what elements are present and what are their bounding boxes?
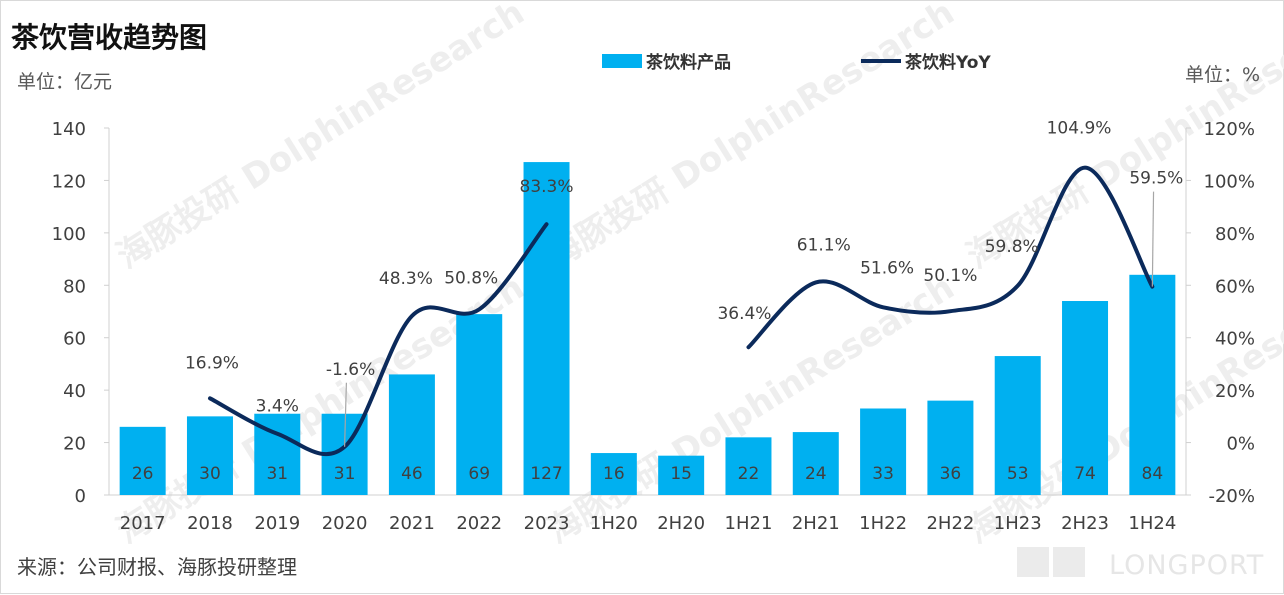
- yoy-value-label: 104.9%: [1047, 119, 1112, 139]
- legend-line-label: 茶饮料YoY: [905, 52, 991, 73]
- bar-value-label: 46: [401, 464, 423, 484]
- yoy-value-label: 36.4%: [717, 304, 771, 324]
- x-tick-label: 2018: [187, 513, 233, 534]
- source-note: 来源：公司财报、海豚投研整理: [17, 555, 297, 579]
- left-tick-label: 60: [63, 329, 86, 350]
- yoy-value-label: -1.6%: [326, 360, 375, 380]
- brand-logo-mark-right: [1053, 547, 1085, 577]
- yoy-value-label: 61.1%: [797, 235, 851, 255]
- left-tick-label: 40: [63, 381, 86, 402]
- x-tick-label: 1H22: [859, 513, 907, 534]
- brand-logo-text: LONGPORT: [1109, 550, 1264, 581]
- right-tick-label: 80%: [1215, 224, 1255, 245]
- brand-logo: LONGPORT: [1017, 547, 1264, 581]
- right-tick-label: 0%: [1226, 434, 1255, 455]
- left-tick-label: 140: [52, 119, 86, 140]
- yoy-label-leader: [1151, 191, 1155, 287]
- x-tick-label: 2H22: [926, 513, 974, 534]
- left-tick-label: 100: [52, 224, 86, 245]
- right-tick-label: 20%: [1215, 381, 1255, 402]
- legend-bar-swatch: [602, 54, 642, 68]
- yoy-line-series: 16.9% 3.4% -1.6% 48.3% 50.8% 83.3% 36.4% 61.1% 5…: [185, 119, 1183, 457]
- bar: [1129, 274, 1176, 495]
- bar-value-label: 84: [1142, 464, 1164, 484]
- x-tick-label: 2H20: [657, 513, 705, 534]
- bar-value-label: 30: [199, 464, 221, 484]
- bar: [927, 400, 974, 495]
- bar: [119, 426, 166, 495]
- bar-value-label: 74: [1074, 464, 1096, 484]
- yoy-value-label: 59.8%: [985, 237, 1039, 257]
- bar-value-label: 127: [530, 464, 562, 484]
- yoy-value-label: 16.9%: [185, 353, 239, 373]
- x-tick-label: 2019: [254, 513, 300, 534]
- left-tick-label: 120: [52, 171, 86, 192]
- bar-value-label: 53: [1007, 464, 1029, 484]
- yoy-line: [208, 222, 549, 457]
- bar-value-label: 69: [468, 464, 490, 484]
- x-tick-label: 2H23: [1061, 513, 1109, 534]
- x-tick-label: 2022: [456, 513, 502, 534]
- bar: [186, 416, 233, 495]
- chart-title: 茶饮营收趋势图: [11, 21, 207, 54]
- bar: [994, 356, 1041, 495]
- yoy-value-label: 51.6%: [860, 258, 914, 278]
- bar-value-label: 31: [334, 464, 356, 484]
- bar-value-label: 36: [940, 464, 962, 484]
- right-axis-unit: 单位：%: [1185, 64, 1260, 86]
- bar-value-label: 22: [738, 464, 760, 484]
- x-tick-label: 1H23: [994, 513, 1042, 534]
- x-tick-label: 1H21: [725, 513, 773, 534]
- x-tick-label: 2H21: [792, 513, 840, 534]
- bar-series: 26 30 31 31 46 69 127 16 15 22 24 33 36 53 74 84: [119, 162, 1176, 496]
- bar: [792, 432, 839, 495]
- watermark-text: 海豚投研 DolphinResearch: [540, 1, 962, 277]
- yoy-value-label: 83.3%: [520, 177, 574, 197]
- right-tick-label: -20%: [1208, 486, 1255, 507]
- bar: [523, 162, 570, 496]
- x-tick-label: 1H20: [590, 513, 638, 534]
- bar: [456, 314, 503, 495]
- x-tick-label: 2021: [389, 513, 435, 534]
- x-axis-labels: 2017 2018 2019 2020 2021 2022 2023 1H20 2H20 1H21…: [120, 513, 1177, 534]
- yoy-value-label: 59.5%: [1129, 169, 1183, 189]
- bar-value-label: 33: [872, 464, 894, 484]
- x-tick-label: 1H24: [1128, 513, 1176, 534]
- right-tick-label: 100%: [1204, 171, 1255, 192]
- yoy-value-label: 48.3%: [379, 269, 433, 289]
- legend-bar-label: 茶饮料产品: [646, 52, 731, 73]
- bar: [388, 374, 435, 495]
- yoy-label-leader: [343, 382, 347, 447]
- left-axis-unit: 单位：亿元: [17, 71, 112, 93]
- bar: [860, 408, 907, 495]
- left-tick-label: 0: [75, 486, 86, 507]
- right-tick-label: 40%: [1215, 329, 1255, 350]
- x-tick-label: 2023: [524, 513, 570, 534]
- yoy-line: [746, 165, 1155, 350]
- x-tick-label: 2020: [322, 513, 368, 534]
- bar: [1062, 301, 1109, 495]
- bar-value-label: 15: [670, 464, 692, 484]
- left-tick-label: 20: [63, 434, 86, 455]
- bar-value-label: 16: [603, 464, 625, 484]
- x-tick-label: 2017: [120, 513, 166, 534]
- yoy-value-label: 3.4%: [256, 397, 299, 417]
- bar: [590, 453, 637, 495]
- right-tick-label: 120%: [1204, 119, 1255, 140]
- legend: 茶饮料产品 茶饮料YoY: [602, 52, 991, 73]
- bar: [725, 437, 772, 495]
- bar: [658, 455, 705, 495]
- bar-value-label: 31: [266, 464, 288, 484]
- right-tick-label: 60%: [1215, 276, 1255, 297]
- bar-value-label: 24: [805, 464, 827, 484]
- left-tick-label: 80: [63, 276, 86, 297]
- bar-value-label: 26: [132, 464, 154, 484]
- brand-logo-mark-left: [1017, 547, 1049, 577]
- yoy-value-label: 50.1%: [923, 266, 977, 286]
- watermark: 海豚投研 DolphinResearch: [540, 1, 962, 277]
- yoy-value-label: 50.8%: [444, 268, 498, 288]
